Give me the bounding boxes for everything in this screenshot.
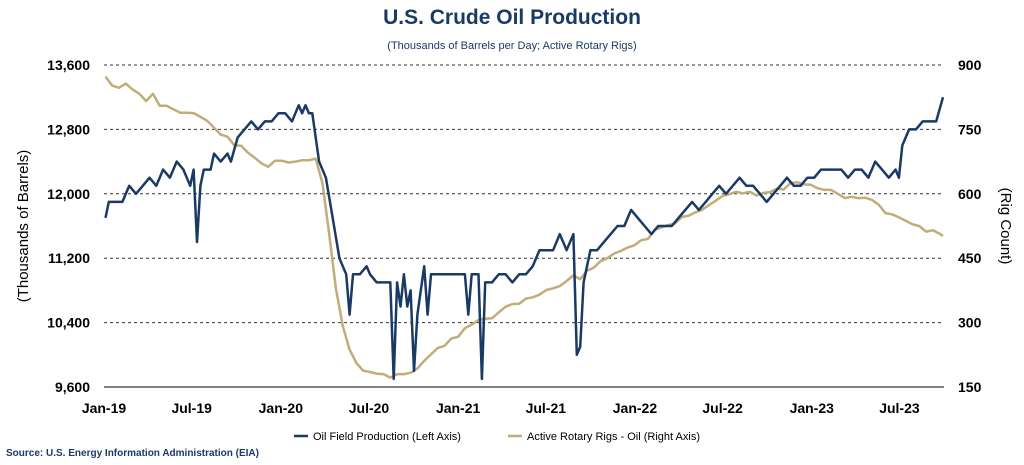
production-series-line xyxy=(104,96,945,381)
legend: Oil Field Production (Left Axis) Active R… xyxy=(294,431,700,443)
legend-label: Active Rotary Rigs - Oil (Right Axis) xyxy=(527,431,700,443)
y-tick-label-right: 450 xyxy=(958,250,982,266)
chart-title: U.S. Crude Oil Production xyxy=(383,6,641,29)
x-ticks: Jan-19 Jul-19 Jan-20 Jul-20 Jan-21 Jul-21 Jan-… xyxy=(82,400,920,416)
series-group xyxy=(104,75,945,381)
x-tick-label: Jul-20 xyxy=(349,400,390,416)
y-tick-label-right: 300 xyxy=(958,315,982,331)
y-tick-label-right: 150 xyxy=(958,379,982,395)
gridlines xyxy=(104,64,944,324)
y-tick-label-left: 11,200 xyxy=(48,250,90,266)
y-tick-label-left: 12,800 xyxy=(47,121,90,137)
y-axis-label-left: (Thousands of Barrels) xyxy=(15,150,32,303)
x-tick-label: Jan-22 xyxy=(613,400,658,416)
legend-label: Oil Field Production (Left Axis) xyxy=(313,431,461,443)
y-tick-label-right: 600 xyxy=(958,186,982,202)
y-tick-label-right: 750 xyxy=(958,121,982,137)
source-note: Source: U.S. Energy Information Administ… xyxy=(6,448,259,459)
y-tick-label-left: 10,400 xyxy=(47,315,90,331)
y-tick-label-left: 12,000 xyxy=(47,186,90,202)
y-ticks-left: 13,600 12,800 12,000 11,200 10,400 9,600 xyxy=(47,57,90,395)
x-tick-label: Jul-21 xyxy=(526,400,567,416)
x-tick-label: Jul-23 xyxy=(879,400,920,416)
y-ticks-right: 900 750 600 450 300 150 xyxy=(958,57,982,395)
x-tick-label: Jan-21 xyxy=(436,400,481,416)
x-tick-label: Jul-22 xyxy=(702,400,743,416)
y-tick-label-left: 9,600 xyxy=(55,379,90,395)
y-tick-label-right: 900 xyxy=(958,57,982,73)
chart-subtitle: (Thousands of Barrels per Day; Active Ro… xyxy=(387,40,637,52)
y-axis-label-right: (Rig Count) xyxy=(997,188,1014,265)
rigs-series-line xyxy=(104,75,944,379)
x-tick-label: Jan-20 xyxy=(259,400,304,416)
y-tick-label-left: 13,600 xyxy=(47,57,90,73)
x-tick-label: Jul-19 xyxy=(171,400,212,416)
x-tick-label: Jan-23 xyxy=(790,400,835,416)
x-tick-label: Jan-19 xyxy=(82,400,127,416)
